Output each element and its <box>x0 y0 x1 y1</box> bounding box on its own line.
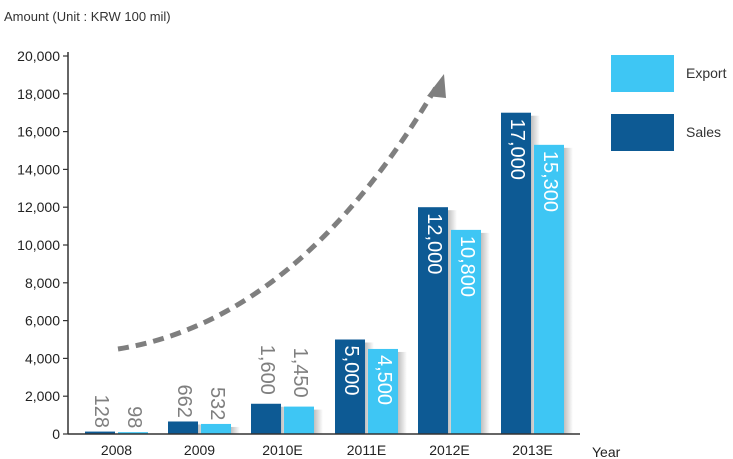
bar-sales-2011e <box>335 339 365 434</box>
bar-export-2008 <box>118 432 148 434</box>
legend-label-export: Export <box>686 65 727 81</box>
value-label-export-2010e: 1,450 <box>289 348 311 398</box>
legend-label-sales: Sales <box>686 124 722 140</box>
bar-export-2012e <box>451 229 481 434</box>
value-label-sales-2012e: 12,000 <box>423 213 445 274</box>
y-tick-label: 6,000 <box>25 313 60 329</box>
y-tick-label: 18,000 <box>17 86 60 102</box>
bar-shadow <box>398 351 407 434</box>
unit-label: Amount (Unit : KRW 100 mil) <box>4 9 171 24</box>
bar-shadow <box>564 147 573 434</box>
bar-sales-2009 <box>168 421 198 434</box>
x-tick-label: 2012E <box>429 442 469 458</box>
bar-export-2013e <box>534 144 564 434</box>
growth-arrow-head <box>427 74 446 98</box>
value-label-sales-2011e: 5,000 <box>340 346 362 396</box>
y-tick-label: 10,000 <box>17 237 60 253</box>
value-label-sales-2008: 128 <box>90 395 112 428</box>
y-tick-label: 2,000 <box>25 388 60 404</box>
value-label-sales-2009: 662 <box>173 384 195 417</box>
value-label-export-2008: 98 <box>123 406 145 428</box>
bar-shadow <box>231 426 240 434</box>
bar-export-2009 <box>201 423 231 434</box>
x-tick-label: 2008 <box>101 442 132 458</box>
bar-export-2011e <box>368 348 398 434</box>
value-label-export-2009: 532 <box>206 387 228 420</box>
y-tick-label: 0 <box>52 426 60 442</box>
bar-shadow <box>481 232 490 434</box>
legend-swatch-sales <box>611 114 674 151</box>
y-tick-label: 12,000 <box>17 199 60 215</box>
value-label-export-2011e: 4,500 <box>373 355 395 405</box>
value-label-sales-2013e: 17,000 <box>506 119 528 180</box>
bar-shadow <box>314 409 323 434</box>
growth-arrow-line <box>117 82 441 352</box>
y-tick-label: 8,000 <box>25 275 60 291</box>
bar-sales-2010e <box>251 403 281 434</box>
x-axis-title: Year <box>592 444 621 459</box>
x-tick-label: 2013E <box>512 442 552 458</box>
value-label-export-2012e: 10,800 <box>456 236 478 297</box>
bar-sales-2012e <box>418 207 448 434</box>
value-label-sales-2010e: 1,600 <box>256 345 278 395</box>
y-tick-label: 14,000 <box>17 161 60 177</box>
x-tick-label: 2009 <box>184 442 215 458</box>
y-tick-label: 16,000 <box>17 124 60 140</box>
value-label-export-2013e: 15,300 <box>539 151 561 212</box>
y-tick-label: 4,000 <box>25 350 60 366</box>
x-tick-label: 2010E <box>262 442 302 458</box>
y-tick-label: 20,000 <box>17 48 60 64</box>
x-tick-label: 2011E <box>347 442 386 458</box>
bar-export-2010e <box>284 406 314 434</box>
bar-sales-2013e <box>501 112 531 434</box>
legend-swatch-export <box>611 55 674 92</box>
bar-sales-2008 <box>85 431 115 434</box>
